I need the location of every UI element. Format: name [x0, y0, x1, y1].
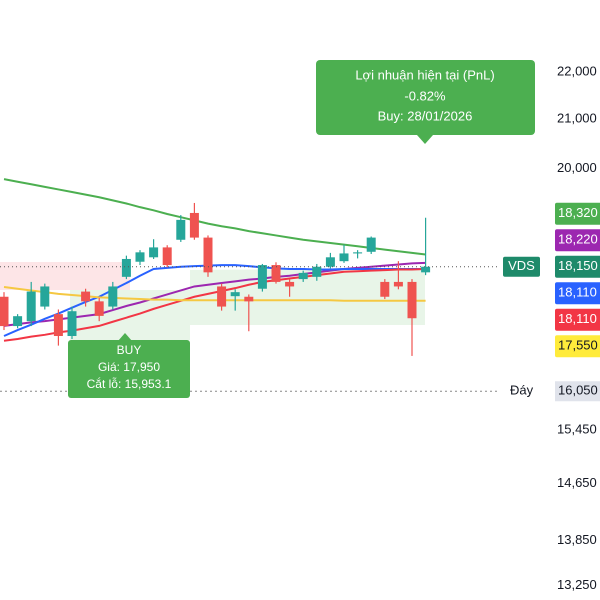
plot-area — [0, 178, 500, 392]
bottom-value: 16,050 — [558, 383, 598, 398]
symbol-badge — [503, 256, 540, 277]
candle-body — [271, 265, 281, 282]
price-badge — [555, 308, 600, 331]
candle-body — [244, 296, 254, 302]
price-badge-label: 17,550 — [558, 338, 598, 353]
price-badge-label: 18,220 — [558, 232, 598, 247]
price-badge-label: 18,110 — [558, 311, 597, 326]
candle-body — [421, 266, 431, 273]
candle-body — [149, 247, 159, 258]
pnl-title: Lợi nhuận hiện tại (PnL) — [355, 67, 494, 82]
price-badge-label: 18,150 — [558, 258, 598, 273]
pnl-callout: Lợi nhuận hiện tại (PnL) -0.82% Buy: 28/… — [316, 60, 535, 144]
buy-stop-loss: Cắt lỗ: 15,953.1 — [87, 376, 172, 391]
candle-body — [67, 311, 77, 337]
price-badge — [555, 229, 600, 252]
candle-body — [189, 212, 199, 238]
candle-body — [353, 252, 363, 254]
price-badge — [555, 282, 600, 305]
price-badge-label: 18,110 — [558, 285, 597, 300]
candle-body — [298, 272, 308, 280]
y-tick-label: 14,650 — [557, 475, 597, 490]
candle-body — [203, 237, 213, 273]
candle-body — [230, 292, 240, 297]
candle-body — [81, 291, 91, 302]
y-tick-label: 13,850 — [557, 532, 597, 547]
pnl-change: -0.82% — [404, 88, 446, 103]
price-badge — [555, 255, 600, 278]
profit-zone — [70, 268, 425, 340]
candle-body — [217, 286, 227, 307]
candle-body — [176, 219, 186, 240]
candle-body — [325, 257, 335, 267]
candle-body — [135, 252, 145, 262]
candle-body — [366, 237, 376, 252]
price-badge — [555, 335, 600, 358]
bottom-label: Đáy — [510, 383, 534, 398]
candle-body — [339, 253, 349, 262]
moving-average — [3, 178, 426, 256]
candle-body — [257, 265, 267, 289]
candle-body — [53, 314, 63, 337]
price-badge — [555, 202, 600, 225]
callout-pointer — [118, 333, 132, 341]
buy-price: Giá: 17,950 — [98, 360, 160, 374]
buy-title: BUY — [117, 343, 142, 357]
candle-body — [285, 281, 295, 287]
candle-body — [94, 301, 104, 316]
y-tick-label: 20,000 — [557, 160, 597, 175]
candle-body — [393, 281, 403, 287]
price-badge-label: 18,320 — [558, 205, 598, 220]
y-tick-label: 15,450 — [557, 421, 597, 436]
buy-callout: BUY Giá: 17,950 Cắt lỗ: 15,953.1 — [68, 333, 190, 398]
candle-body — [108, 286, 118, 307]
loss-zone — [0, 262, 130, 290]
callout-box — [316, 60, 535, 135]
candle-body — [312, 266, 322, 277]
moving-average — [3, 286, 426, 302]
y-tick-label: 13,250 — [557, 577, 597, 592]
y-tick-label: 22,000 — [557, 63, 597, 78]
pnl-buy-date: Buy: 28/01/2026 — [378, 108, 473, 123]
candle-body — [13, 316, 23, 327]
candle-body — [121, 258, 131, 277]
callout-box — [68, 340, 190, 398]
callout-pointer — [417, 135, 433, 144]
candle-body — [26, 291, 36, 322]
candle-body — [0, 296, 9, 327]
price-axis: 22,000 21,000 20,000 15,450 14,650 13,850 13,2… — [503, 63, 600, 592]
bottom-badge — [555, 381, 600, 402]
candle-body — [380, 281, 390, 297]
symbol-label: VDS — [508, 258, 535, 273]
candle-body — [40, 286, 50, 307]
candle-body — [162, 247, 172, 266]
moving-average — [3, 264, 426, 337]
y-tick-label: 21,000 — [557, 110, 597, 125]
candle-body — [407, 281, 417, 319]
